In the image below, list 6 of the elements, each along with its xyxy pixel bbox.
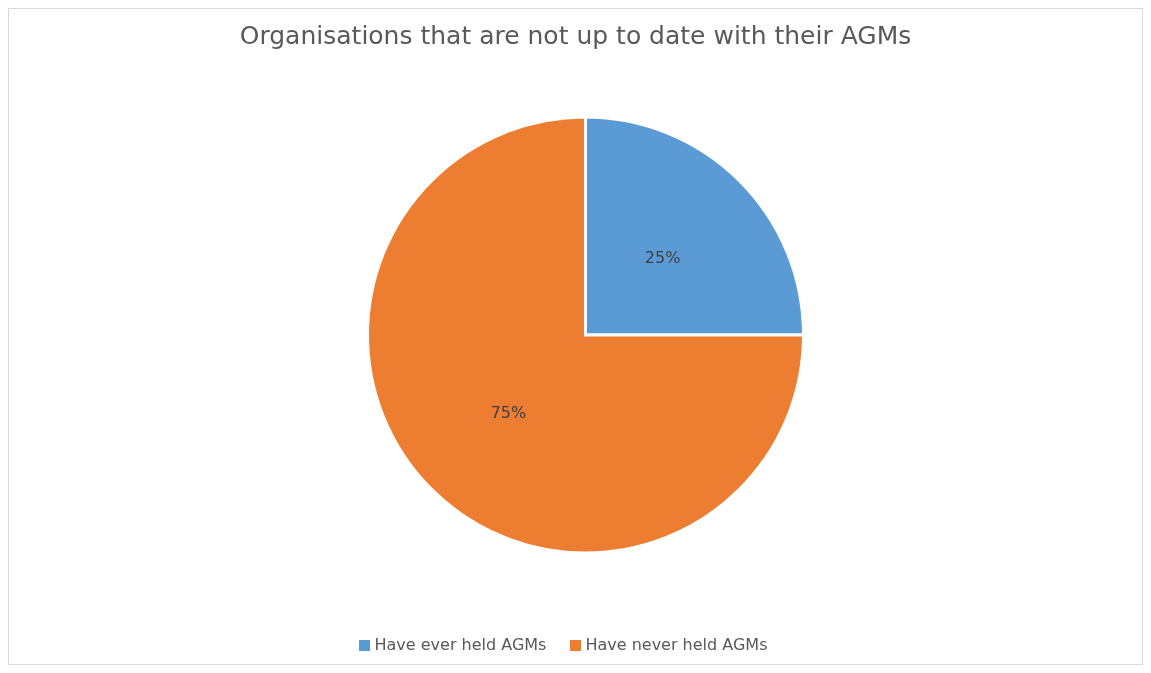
legend-label: Have never held AGMs [585, 635, 768, 654]
legend-label: Have ever held AGMs [374, 635, 547, 654]
chart-title: Organisations that are not up to date with their AGMs [238, 20, 913, 52]
data-label: 75% [490, 402, 527, 422]
data-label: 25% [644, 248, 681, 268]
pie-slice [366, 115, 805, 555]
